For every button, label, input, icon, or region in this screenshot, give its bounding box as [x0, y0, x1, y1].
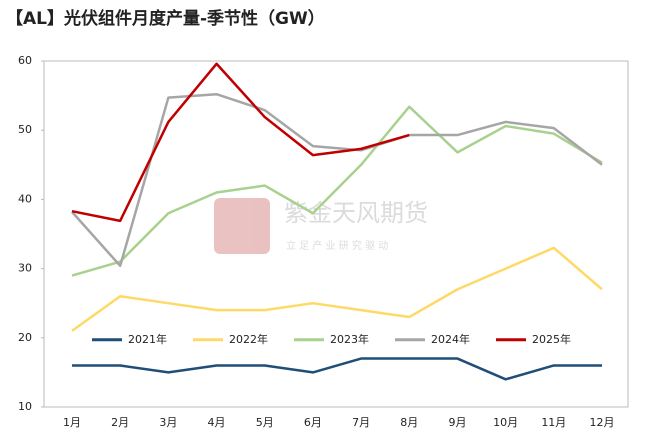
x-tick-label: 7月: [352, 416, 370, 429]
x-tick-label: 4月: [208, 416, 226, 429]
watermark-logo: [214, 198, 270, 254]
y-tick-label: 30: [18, 262, 32, 275]
x-tick-label: 8月: [400, 416, 418, 429]
y-tick-label: 50: [18, 123, 32, 136]
x-tick-label: 5月: [256, 416, 274, 429]
x-tick-label: 10月: [493, 416, 518, 429]
series-line: [71, 246, 603, 332]
x-tick-label: 3月: [159, 416, 177, 429]
plot-frame: [43, 60, 629, 408]
watermark-brand: 紫金天风期货: [284, 199, 428, 227]
x-tick-label: 11月: [541, 416, 566, 429]
x-tick-label: 2月: [111, 416, 129, 429]
legend-label: 2025年: [532, 332, 571, 346]
legend-label: 2022年: [229, 332, 268, 346]
legend-label: 2024年: [431, 332, 470, 346]
chart-title: 【AL】光伏组件月度产量-季节性（GW）: [6, 8, 325, 29]
y-tick-label: 10: [18, 400, 32, 413]
watermark: 紫金天风期货 立 足 产 业 研 究 驱 动: [214, 198, 428, 254]
x-tick-label: 9月: [448, 416, 466, 429]
y-tick-label: 20: [18, 331, 32, 344]
series-line: [71, 92, 603, 268]
series-line: [71, 105, 603, 277]
series-line: [71, 62, 410, 223]
watermark-slogan: 立 足 产 业 研 究 驱 动: [286, 239, 388, 252]
y-tick-label: 40: [18, 192, 32, 205]
x-tick-label: 1月: [63, 416, 81, 429]
legend-label: 2021年: [128, 332, 167, 346]
y-tick-label: 60: [18, 54, 32, 67]
series-line: [72, 357, 602, 381]
x-tick-label: 6月: [304, 416, 322, 429]
legend-label: 2023年: [330, 332, 369, 346]
x-tick-label: 12月: [590, 416, 615, 429]
